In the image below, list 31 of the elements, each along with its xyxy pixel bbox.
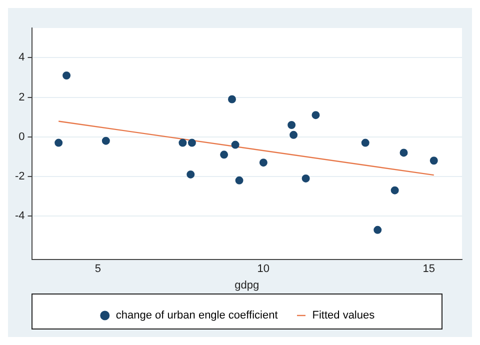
y-tick-label: 4 [18,52,25,64]
point [178,138,187,147]
point [220,150,228,159]
point [102,136,110,145]
point [228,95,236,104]
x-tick-label: 15 [422,263,436,276]
y-tick-label: -4 [15,210,25,222]
legend-label: Fitted values [312,310,376,322]
point [186,170,195,178]
point [188,138,196,147]
point [390,186,399,194]
x-axis-title: gdpg [234,279,260,292]
point [290,130,298,139]
y-tick-label: 0 [18,130,25,143]
point [361,138,370,147]
point [288,120,296,129]
y-tick-label: -2 [15,170,25,182]
point [231,140,240,149]
point [302,174,310,182]
y-tick-label: 2 [18,91,25,104]
point [259,158,268,167]
legend-label: change of urban engle coefficient [116,310,278,322]
point [235,176,244,184]
point [54,138,63,147]
point [400,148,408,157]
point [374,226,382,234]
point [430,156,438,165]
x-tick-label: 5 [94,263,102,276]
x-tick-label: 10 [257,263,270,276]
point [62,72,71,80]
point [312,111,320,120]
